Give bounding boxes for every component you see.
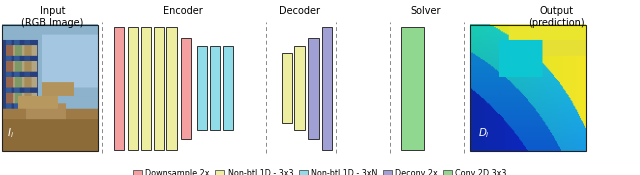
Bar — [154, 27, 164, 150]
Bar — [114, 27, 124, 150]
Text: Decoder: Decoder — [279, 6, 320, 16]
Bar — [322, 27, 332, 150]
Bar — [401, 27, 424, 150]
Bar — [197, 46, 207, 130]
Legend: Downsample 2x, Non-btl 1D - 3x3, Non-btl 1D - 3xN, Deconv 2x, Conv 2D 3x3: Downsample 2x, Non-btl 1D - 3x3, Non-btl… — [133, 169, 507, 175]
Text: Encoder: Encoder — [163, 6, 202, 16]
Bar — [2, 25, 98, 151]
Text: Output
(prediction): Output (prediction) — [529, 6, 585, 28]
Text: $I_i$: $I_i$ — [7, 126, 14, 140]
Bar — [141, 27, 151, 150]
Bar — [470, 25, 586, 151]
Bar — [128, 27, 138, 150]
Text: $D_i$: $D_i$ — [478, 126, 490, 140]
Text: Solver: Solver — [410, 6, 441, 16]
Text: Input
(RGB Image): Input (RGB Image) — [21, 6, 84, 28]
Bar — [166, 27, 177, 150]
Bar — [294, 46, 305, 130]
Bar — [308, 38, 319, 139]
Bar — [282, 53, 292, 123]
Bar — [223, 46, 233, 130]
Bar — [210, 46, 220, 130]
Bar — [181, 38, 191, 139]
